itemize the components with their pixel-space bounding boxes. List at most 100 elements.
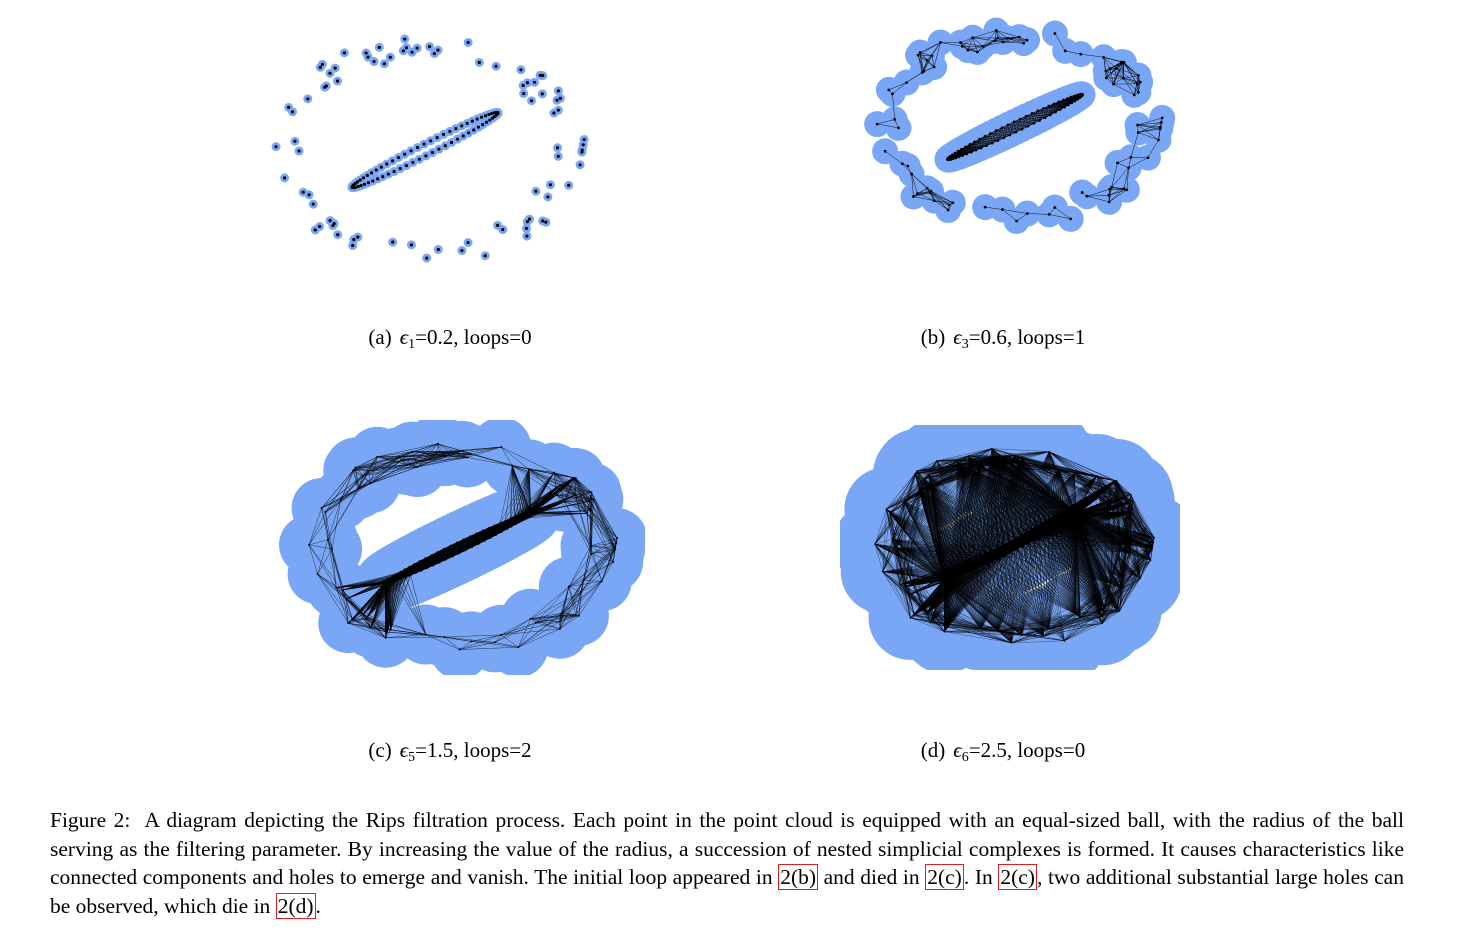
- edge: [1137, 124, 1161, 130]
- point: [614, 547, 617, 550]
- point: [376, 455, 379, 458]
- point: [951, 201, 955, 205]
- point: [1136, 90, 1140, 94]
- point: [1057, 100, 1061, 104]
- edge: [509, 465, 513, 519]
- point: [613, 548, 616, 551]
- point: [406, 463, 409, 466]
- point: [483, 114, 488, 118]
- point: [555, 146, 560, 150]
- point: [546, 195, 550, 199]
- edge: [923, 66, 935, 72]
- edge: [996, 30, 1004, 43]
- point: [398, 166, 402, 171]
- edge: [1117, 157, 1132, 164]
- edge: [436, 443, 439, 455]
- point: [425, 256, 429, 260]
- edge: [325, 512, 329, 540]
- point: [581, 143, 585, 147]
- point: [973, 140, 977, 144]
- point: [514, 523, 517, 526]
- edge: [590, 545, 592, 554]
- point: [590, 491, 593, 494]
- edge: [494, 622, 536, 643]
- edge: [591, 553, 602, 582]
- point: [957, 155, 961, 159]
- edge: [1138, 132, 1159, 141]
- point: [414, 572, 417, 575]
- edge: [426, 533, 477, 569]
- point: [361, 176, 366, 180]
- edge: [433, 530, 483, 566]
- edge: [355, 456, 400, 468]
- point: [976, 50, 979, 54]
- point: [331, 547, 334, 550]
- edge: [591, 510, 614, 562]
- edge: [556, 484, 561, 496]
- point: [1137, 74, 1140, 77]
- edge: [397, 580, 426, 635]
- edge: [962, 37, 973, 47]
- edge: [931, 55, 935, 68]
- edge: [524, 472, 555, 514]
- edge: [568, 586, 581, 593]
- edge: [994, 30, 997, 41]
- edge: [406, 443, 438, 466]
- edge: [317, 574, 349, 624]
- edge: [345, 598, 353, 620]
- point: [495, 110, 499, 114]
- point: [1132, 93, 1136, 97]
- point: [1108, 187, 1112, 191]
- point: [954, 156, 958, 160]
- edge: [410, 575, 426, 635]
- edge: [972, 37, 984, 47]
- edge: [1137, 124, 1161, 128]
- edge: [1109, 189, 1127, 203]
- edge: [528, 469, 557, 496]
- point: [930, 54, 934, 58]
- point: [355, 180, 360, 184]
- point: [437, 147, 441, 151]
- point: [615, 542, 618, 545]
- points-group: [274, 37, 586, 260]
- point: [949, 154, 952, 158]
- edge: [1027, 110, 1039, 127]
- point: [487, 526, 490, 529]
- point: [359, 183, 363, 188]
- edge: [331, 548, 347, 599]
- edge: [327, 487, 360, 540]
- edge: [997, 121, 1015, 141]
- point: [1053, 32, 1057, 35]
- edge: [518, 621, 560, 648]
- edge: [556, 494, 588, 514]
- point: [500, 446, 503, 449]
- point: [462, 538, 465, 541]
- point: [522, 91, 526, 96]
- edge: [913, 188, 928, 197]
- edge: [478, 512, 531, 545]
- point: [883, 149, 887, 153]
- point: [352, 237, 356, 242]
- edge: [568, 580, 602, 587]
- point: [1012, 120, 1016, 124]
- edge: [325, 512, 333, 550]
- point: [925, 58, 929, 62]
- point: [366, 55, 370, 59]
- point: [451, 555, 454, 558]
- edge: [390, 569, 405, 630]
- point: [567, 183, 571, 187]
- point: [297, 149, 301, 153]
- point: [1107, 193, 1111, 197]
- edge: [362, 464, 408, 477]
- edge: [459, 634, 502, 650]
- point: [1053, 110, 1057, 114]
- edge: [1002, 209, 1028, 214]
- rips-complex-plot-d: [840, 425, 1180, 670]
- edge: [1121, 62, 1124, 79]
- point: [339, 498, 342, 501]
- point: [566, 483, 569, 486]
- point: [436, 442, 439, 445]
- edge: [514, 469, 530, 518]
- edge: [1039, 105, 1050, 121]
- edge: [562, 580, 584, 614]
